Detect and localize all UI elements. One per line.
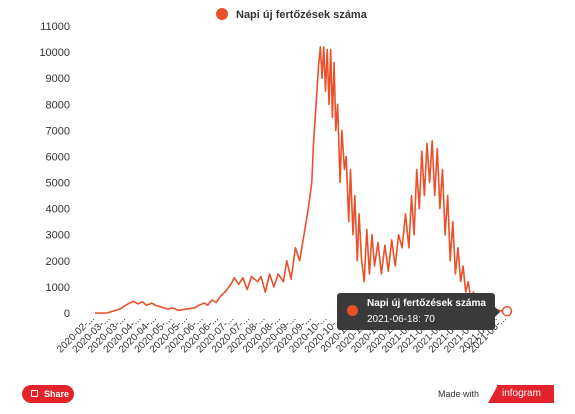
y-tick-label: 9000 (46, 73, 70, 85)
y-tick-label: 11000 (40, 21, 70, 33)
y-tick-label: 7000 (46, 125, 70, 137)
logo-text: infogram (502, 388, 541, 399)
tooltip-marker (347, 305, 358, 316)
legend-label: Napi új fertőzések száma (236, 9, 368, 21)
tooltip-value: 2021-06-18: 70 (367, 314, 435, 325)
made-with-text: Made with (438, 389, 480, 399)
tooltip: Napi új fertőzések száma 2021-06-18: 70 (337, 293, 500, 330)
y-tick-label: 10000 (39, 47, 70, 59)
logo-flag (488, 385, 498, 403)
share-button[interactable]: Share (22, 385, 74, 403)
series-layer[interactable] (95, 46, 513, 317)
legend[interactable]: Napi új fertőzések száma (216, 8, 368, 21)
y-tick-label: 0 (64, 308, 70, 320)
series-line[interactable] (95, 46, 508, 314)
y-tick-label: 5000 (46, 178, 70, 190)
share-label: Share (44, 389, 70, 399)
y-axis: 0 1000 2000 3000 4000 5000 6000 7000 8000 9000 100… (39, 21, 70, 320)
y-tick-label: 1000 (46, 282, 70, 294)
legend-marker (216, 8, 228, 20)
y-tick-label: 2000 (46, 256, 70, 268)
infogram-logo[interactable]: infogram (488, 385, 554, 403)
y-tick-label: 6000 (46, 151, 70, 163)
y-tick-label: 3000 (46, 230, 70, 242)
share-icon (31, 390, 38, 397)
y-tick-label: 8000 (46, 99, 70, 111)
tooltip-title: Napi új fertőzések száma (367, 298, 486, 309)
highlight-point[interactable] (501, 305, 513, 317)
y-tick-label: 4000 (46, 204, 70, 216)
